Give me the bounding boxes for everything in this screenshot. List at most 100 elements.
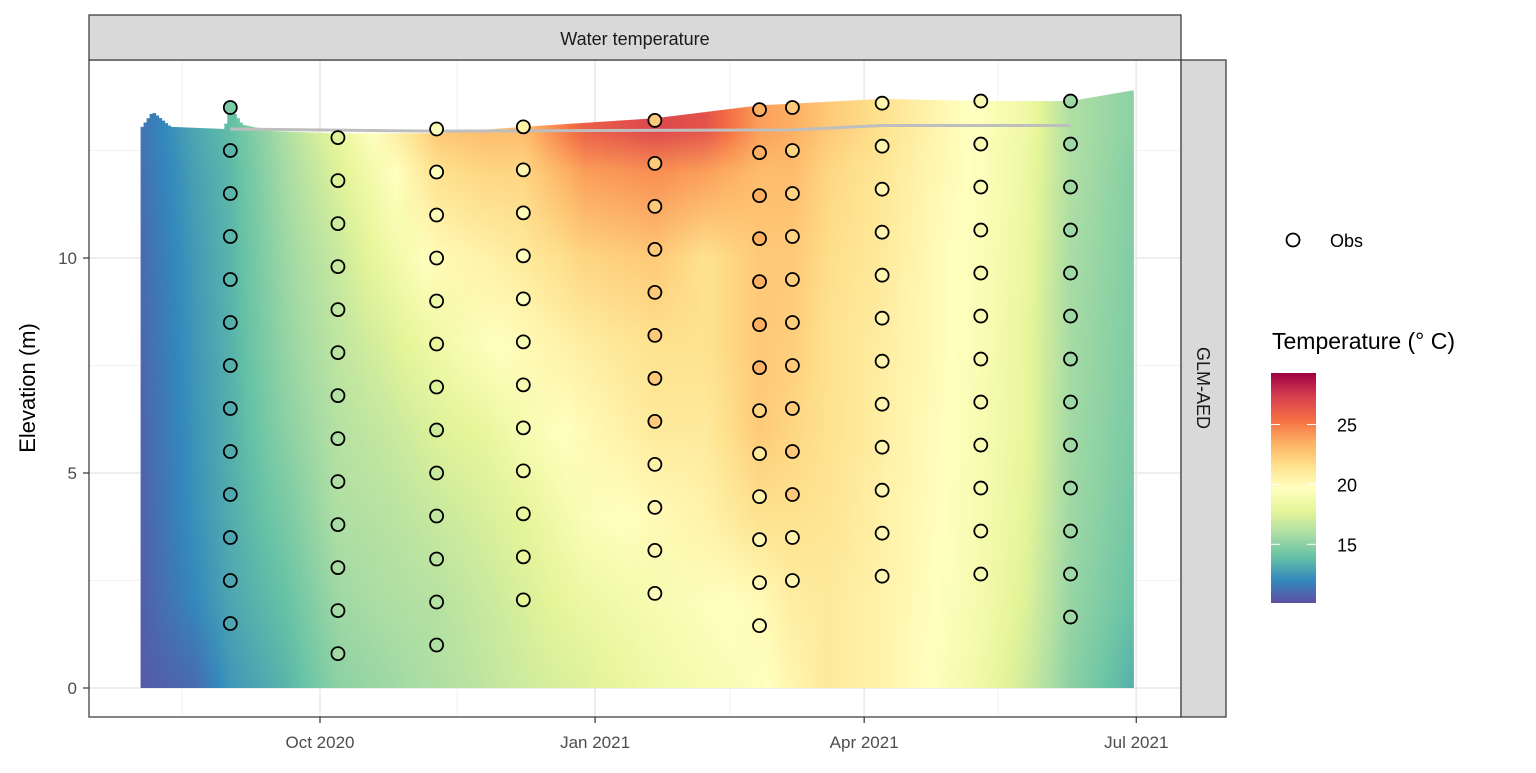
observation-point bbox=[222, 444, 238, 459]
heatmap-cell bbox=[885, 98, 889, 688]
observation-point bbox=[973, 480, 989, 496]
heatmap-cell bbox=[708, 111, 713, 689]
heatmap-cell bbox=[1019, 101, 1024, 689]
heatmap-cell bbox=[397, 133, 402, 689]
heatmap-cell bbox=[391, 133, 396, 689]
heatmap-cell bbox=[678, 115, 683, 689]
heatmap-cell bbox=[376, 133, 381, 689]
heatmap-cell bbox=[1124, 91, 1128, 688]
observation-point bbox=[973, 566, 989, 582]
heatmap-cell bbox=[430, 133, 435, 689]
y-tick-label: 0 bbox=[68, 679, 77, 698]
heatmap-cell bbox=[786, 103, 791, 689]
heatmap-cell bbox=[586, 122, 590, 689]
heatmap-cell bbox=[1127, 91, 1131, 688]
heatmap-cell bbox=[610, 121, 614, 688]
heatmap-cell bbox=[693, 113, 698, 688]
heatmap-cell bbox=[702, 112, 707, 688]
heatmap-cell bbox=[663, 116, 668, 688]
heatmap-cell bbox=[711, 111, 716, 688]
heatmap-cell bbox=[535, 125, 539, 688]
heatmap-cell bbox=[424, 133, 429, 689]
heatmap-cell bbox=[986, 101, 991, 689]
heatmap-cell bbox=[448, 132, 453, 688]
heatmap-cell bbox=[592, 122, 596, 688]
heatmap-cell bbox=[633, 119, 638, 689]
heatmap-cell bbox=[912, 99, 916, 688]
heatmap-cell bbox=[236, 118, 240, 688]
observation-point bbox=[973, 265, 989, 281]
heatmap-cell bbox=[463, 131, 468, 688]
x-tick-label: Jul 2021 bbox=[1104, 733, 1168, 752]
observation-point bbox=[330, 302, 346, 318]
heatmap-cell bbox=[1073, 100, 1078, 688]
heatmap-cell bbox=[146, 118, 151, 688]
heatmap-cell bbox=[861, 99, 865, 689]
heatmap-cell bbox=[227, 112, 231, 688]
heatmap-cell bbox=[143, 122, 148, 689]
observation-point bbox=[429, 422, 445, 438]
heatmap-cell bbox=[242, 125, 246, 688]
heatmap-cell bbox=[938, 100, 943, 688]
heatmap-cell bbox=[1001, 101, 1006, 689]
heatmap-cell bbox=[1064, 101, 1069, 689]
heatmap-cell bbox=[287, 131, 291, 688]
heatmap-cell bbox=[290, 131, 294, 689]
observation-point bbox=[752, 274, 767, 290]
heatmap-cell bbox=[771, 104, 776, 688]
heatmap-cell bbox=[630, 119, 635, 688]
heatmap-cell bbox=[218, 128, 222, 689]
heatmap-cell bbox=[209, 128, 213, 688]
observation-point bbox=[429, 336, 445, 352]
heatmap-cell bbox=[906, 99, 910, 688]
observation-point bbox=[874, 224, 890, 240]
heatmap-cell bbox=[789, 103, 794, 688]
heatmap-cell bbox=[421, 133, 426, 689]
heatmap-cell bbox=[176, 127, 181, 688]
x-tick-label: Jan 2021 bbox=[560, 733, 630, 752]
observation-point bbox=[785, 100, 800, 115]
x-tick-label: Apr 2021 bbox=[830, 733, 899, 752]
observation-point bbox=[429, 164, 445, 180]
heatmap-cell bbox=[648, 118, 653, 688]
observation-point bbox=[330, 646, 346, 661]
observation-point bbox=[647, 327, 663, 343]
heatmap-cell bbox=[974, 100, 979, 688]
observation-point bbox=[785, 186, 800, 201]
observation-point bbox=[515, 119, 531, 135]
heatmap-cell bbox=[568, 123, 572, 689]
heatmap-cell bbox=[481, 129, 486, 688]
heatmap-cell bbox=[358, 133, 363, 689]
heatmap-cell bbox=[439, 132, 444, 689]
facet-label-top: Water temperature bbox=[560, 29, 709, 49]
heatmap-cell bbox=[935, 100, 940, 689]
heatmap-cell bbox=[272, 131, 276, 689]
heatmap-cell bbox=[349, 133, 354, 689]
heatmap-cell bbox=[1091, 97, 1096, 689]
heatmap-cell bbox=[837, 101, 841, 689]
heatmap-cell bbox=[520, 126, 524, 689]
heatmap-cell bbox=[577, 123, 581, 689]
heatmap-cell bbox=[580, 123, 584, 688]
observation-point bbox=[429, 250, 445, 266]
heatmap-cell bbox=[705, 111, 710, 689]
heatmap-cell bbox=[777, 104, 782, 688]
heatmap-cell bbox=[873, 99, 877, 689]
heatmap-cell bbox=[738, 107, 743, 688]
heatmap-cell bbox=[320, 132, 324, 688]
heatmap-cell bbox=[903, 99, 907, 689]
heatmap-cell bbox=[607, 121, 611, 689]
observation-point bbox=[647, 456, 663, 472]
observation-point bbox=[874, 568, 890, 584]
heatmap-cell bbox=[855, 100, 859, 689]
heatmap-cell bbox=[654, 118, 659, 688]
observation-point bbox=[785, 487, 800, 502]
heatmap-cell bbox=[926, 99, 931, 688]
heatmap-cell bbox=[541, 125, 545, 689]
heatmap-cell bbox=[194, 127, 199, 688]
heatmap-cell bbox=[798, 103, 802, 689]
observation-point bbox=[330, 474, 346, 490]
observation-point bbox=[515, 291, 531, 307]
heatmap-cell bbox=[164, 123, 169, 688]
legend-obs: Obs bbox=[1285, 231, 1363, 251]
